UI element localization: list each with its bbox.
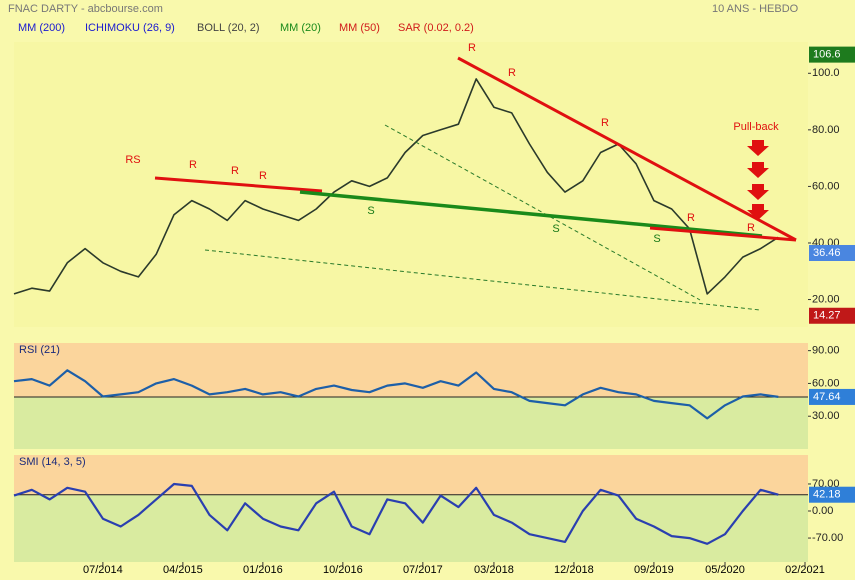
annotation: R (259, 170, 267, 182)
value-tag (809, 46, 855, 63)
lower-zone (14, 494, 808, 562)
annotation: S (653, 233, 660, 245)
annotation: R (231, 165, 239, 177)
arrow (747, 162, 769, 178)
series-line (13, 369, 779, 420)
annotation: S (367, 205, 374, 217)
y-tick-label: 100.0 (812, 67, 840, 79)
x-tick-label: 01/2016 (243, 564, 283, 576)
value-tag-label: 36.46 (813, 247, 841, 259)
y-tick-label: 60.00 (812, 180, 840, 192)
value-tag-label: 14.27 (813, 310, 841, 322)
annotation: R (508, 67, 516, 79)
lower-zone (14, 396, 808, 449)
legend-item: ICHIMOKU (26, 9) (85, 22, 175, 34)
header-title: FNAC DARTY - abcbourse.com (8, 3, 163, 15)
dotted-trend (204, 249, 761, 311)
x-tick-label: 04/2015 (163, 564, 203, 576)
y-tick-label: 90.00 (812, 345, 840, 357)
series-line (13, 482, 779, 545)
value-tag (809, 307, 855, 324)
arrow (747, 140, 769, 156)
y-tick-label: 0.00 (812, 505, 833, 517)
annotation: R (468, 42, 476, 54)
x-tick-label: 09/2019 (634, 564, 674, 576)
value-tag-label: 47.64 (813, 391, 841, 403)
annotation: R (747, 222, 755, 234)
annotation: R (189, 159, 197, 171)
y-tick-label: -70.00 (812, 532, 843, 544)
annotation: R (601, 117, 609, 129)
series-line (13, 78, 779, 295)
value-tag-label: 42.18 (813, 489, 841, 501)
x-tick-label: 07/2017 (403, 564, 443, 576)
arrow (747, 184, 769, 200)
annotation: RS (125, 154, 140, 166)
upper-zone (14, 455, 808, 495)
green-trend (299, 190, 763, 238)
arrow (747, 204, 769, 220)
upper-zone (14, 343, 808, 397)
header-period: 10 ANS - HEBDO (712, 3, 799, 15)
y-tick-label: 80.00 (812, 124, 840, 136)
value-tag-label: 106.6 (813, 49, 841, 61)
annotation: R (687, 212, 695, 224)
annotation: S (552, 223, 559, 235)
legend-item: MM (200) (18, 22, 65, 34)
y-tick-label: 60.00 (812, 377, 840, 389)
legend-item: MM (20) (280, 22, 321, 34)
x-tick-label: 12/2018 (554, 564, 594, 576)
x-tick-label: 03/2018 (474, 564, 514, 576)
panel-title: RSI (21) (19, 344, 60, 356)
red-trend (154, 176, 323, 193)
y-tick-label: 20.00 (812, 293, 840, 305)
x-tick-label: 02/2021 (785, 564, 825, 576)
legend-item: BOLL (20, 2) (197, 22, 260, 34)
red-trend (457, 56, 797, 242)
legend-item: MM (50) (339, 22, 380, 34)
x-tick-label: 10/2016 (323, 564, 363, 576)
red-trend (649, 226, 797, 242)
price-plot-bg (14, 42, 808, 327)
value-tag (809, 486, 855, 503)
annotation: Pull-back (733, 121, 779, 133)
y-tick-label: 30.00 (812, 410, 840, 422)
legend-item: SAR (0.02, 0.2) (398, 22, 474, 34)
x-tick-label: 05/2020 (705, 564, 745, 576)
panel-title: SMI (14, 3, 5) (19, 456, 86, 468)
value-tag (809, 244, 855, 261)
value-tag (809, 388, 855, 405)
x-tick-label: 07/2014 (83, 564, 123, 576)
